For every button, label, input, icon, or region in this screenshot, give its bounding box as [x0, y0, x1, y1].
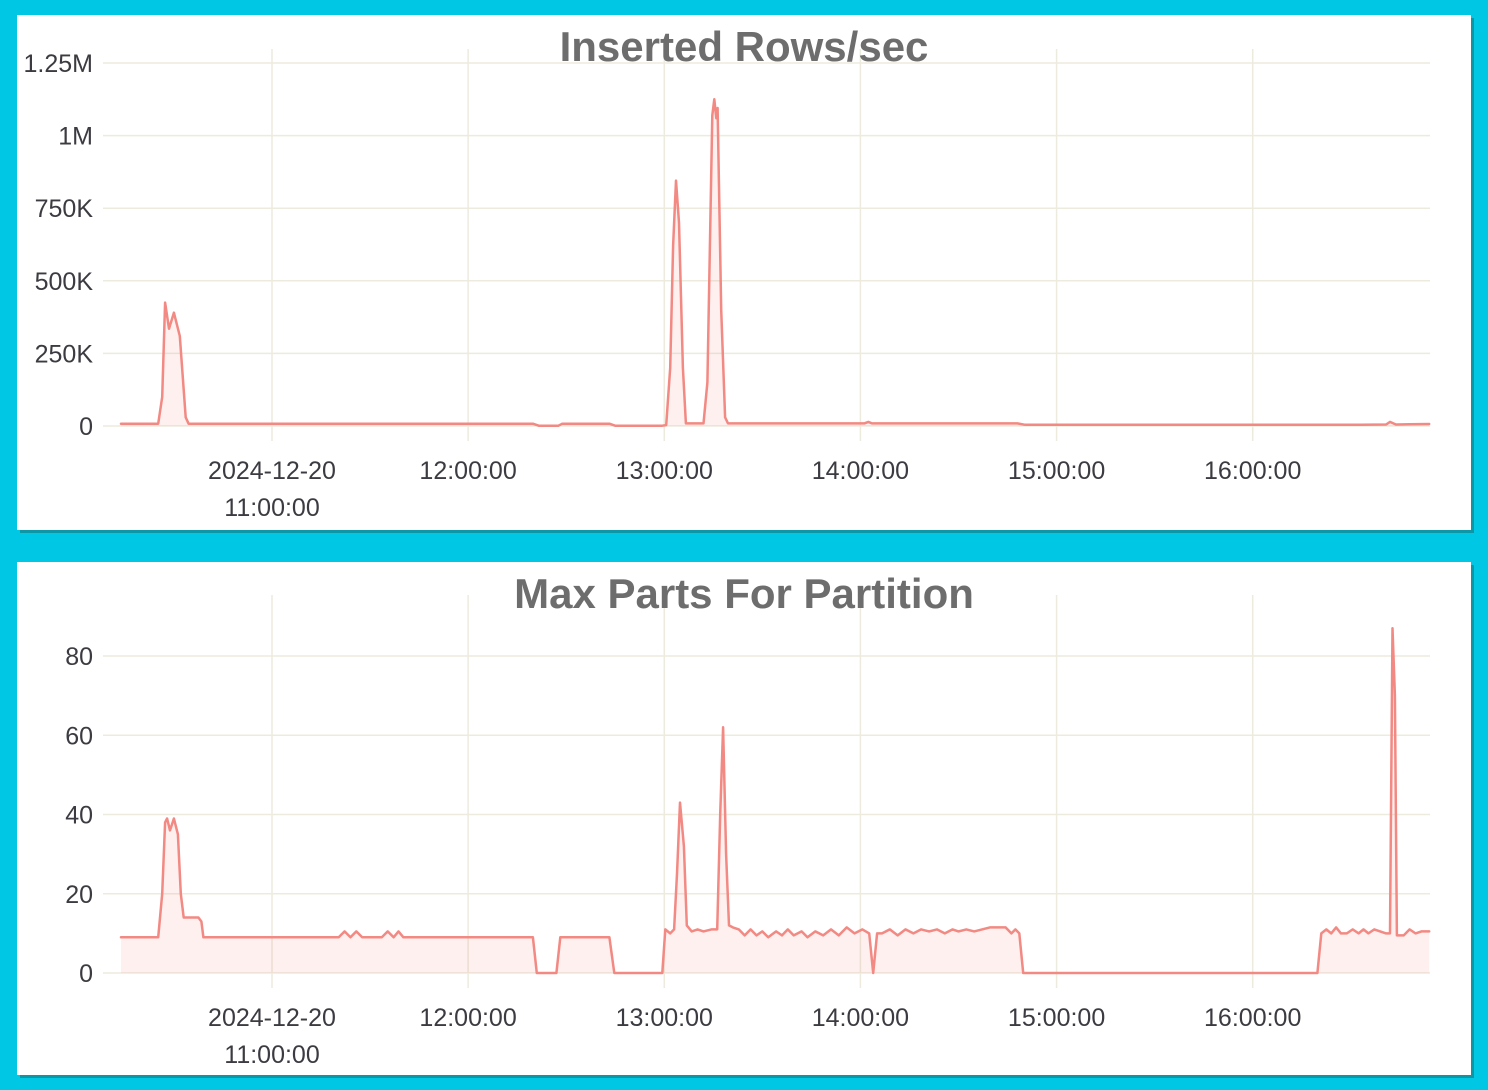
svg-text:13:00:00: 13:00:00	[616, 457, 713, 485]
svg-text:11:00:00: 11:00:00	[224, 494, 319, 522]
svg-text:1.25M: 1.25M	[24, 50, 93, 78]
svg-text:11:00:00: 11:00:00	[224, 1041, 319, 1069]
svg-text:80: 80	[65, 643, 93, 671]
svg-text:15:00:00: 15:00:00	[1008, 457, 1105, 485]
svg-text:60: 60	[65, 722, 93, 750]
panel-max-parts: Max Parts For Partition 0 20 40 60 80 2024-12…	[17, 562, 1471, 1075]
svg-text:2024-12-20: 2024-12-20	[208, 457, 336, 485]
max-parts-chart: 0 20 40 60 80 2024-12-20 11:00:00 12:00:00 13:00…	[65, 595, 1431, 1069]
svg-text:0: 0	[79, 960, 93, 988]
svg-text:500K: 500K	[35, 268, 94, 296]
svg-text:750K: 750K	[35, 195, 94, 223]
svg-text:1M: 1M	[58, 123, 93, 151]
svg-text:14:00:00: 14:00:00	[812, 1004, 909, 1032]
svg-text:0: 0	[79, 413, 93, 441]
svg-text:20: 20	[65, 881, 93, 909]
svg-text:15:00:00: 15:00:00	[1008, 1004, 1105, 1032]
inserted-rows-chart: 0 250K 500K 750K 1M 1.25M 2024-12-20 11:00:00 12…	[24, 49, 1431, 522]
svg-text:250K: 250K	[35, 340, 94, 368]
svg-text:13:00:00: 13:00:00	[616, 1004, 713, 1032]
svg-text:2024-12-20: 2024-12-20	[208, 1004, 336, 1032]
svg-text:12:00:00: 12:00:00	[419, 457, 516, 485]
svg-text:16:00:00: 16:00:00	[1204, 1004, 1301, 1032]
svg-text:12:00:00: 12:00:00	[419, 1004, 516, 1032]
svg-text:16:00:00: 16:00:00	[1204, 457, 1301, 485]
panel-inserted-rows: Inserted Rows/sec 0 250K 500K 750K 1M 1.25M 20…	[17, 15, 1471, 530]
svg-text:14:00:00: 14:00:00	[812, 457, 909, 485]
svg-text:40: 40	[65, 802, 93, 830]
